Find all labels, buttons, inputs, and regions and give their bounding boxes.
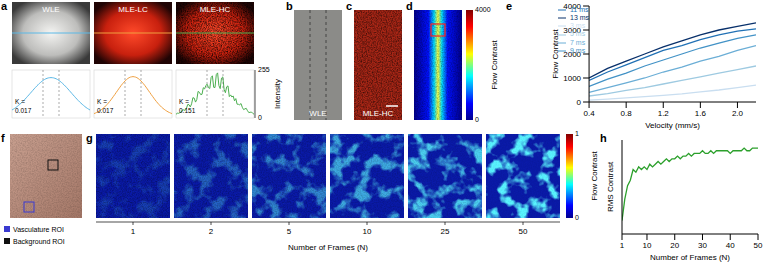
- svg-text:10: 10: [643, 241, 652, 250]
- svg-text:e: e: [506, 0, 512, 12]
- svg-text:1: 1: [620, 241, 625, 250]
- svg-text:3000: 3000: [563, 26, 581, 35]
- svg-text:Number of Frames (N): Number of Frames (N): [288, 243, 368, 252]
- svg-text:2000: 2000: [563, 50, 581, 59]
- svg-text:50: 50: [754, 241, 763, 250]
- svg-text:h: h: [600, 132, 607, 144]
- svg-text:Flow Contrast: Flow Contrast: [590, 151, 599, 201]
- svg-text:25: 25: [441, 227, 450, 236]
- svg-text:b: b: [286, 0, 293, 12]
- svg-text:d: d: [406, 0, 413, 12]
- svg-text:MLE-LC: MLE-LC: [118, 5, 148, 14]
- svg-text:1.2: 1.2: [658, 109, 670, 118]
- svg-text:K =: K =: [15, 98, 25, 105]
- svg-text:255: 255: [258, 66, 270, 73]
- svg-text:0.017: 0.017: [97, 107, 114, 114]
- svg-text:1000: 1000: [563, 74, 581, 83]
- svg-text:g: g: [86, 132, 93, 144]
- svg-text:30: 30: [698, 241, 707, 250]
- svg-text:10: 10: [363, 227, 372, 236]
- svg-text:RMS Contrast: RMS Contrast: [606, 161, 615, 212]
- svg-text:1: 1: [131, 227, 136, 236]
- svg-text:Number of Frames (N): Number of Frames (N): [650, 253, 730, 262]
- svg-text:c: c: [346, 0, 352, 12]
- svg-text:2.0: 2.0: [732, 109, 744, 118]
- svg-text:Vasculature ROI: Vasculature ROI: [13, 226, 64, 233]
- svg-text:K =: K =: [179, 98, 189, 105]
- svg-text:4000: 4000: [563, 2, 581, 11]
- svg-text:5: 5: [287, 227, 292, 236]
- svg-text:0.4: 0.4: [584, 109, 596, 118]
- svg-text:Intensity: Intensity: [273, 79, 282, 109]
- svg-text:20: 20: [670, 241, 679, 250]
- svg-text:Velocity (mm/s): Velocity (mm/s): [645, 121, 700, 130]
- svg-text:f: f: [1, 132, 5, 144]
- svg-text:Flow Contrast: Flow Contrast: [490, 40, 499, 90]
- svg-text:40: 40: [726, 241, 735, 250]
- svg-text:0: 0: [577, 98, 582, 107]
- svg-text:0: 0: [575, 214, 579, 221]
- svg-text:a: a: [1, 0, 8, 12]
- svg-text:0: 0: [475, 116, 479, 123]
- svg-text:0.017: 0.017: [15, 107, 32, 114]
- svg-text:WLE: WLE: [42, 5, 59, 14]
- svg-text:MLE-HC: MLE-HC: [200, 5, 231, 14]
- svg-text:Background ROI: Background ROI: [13, 238, 65, 246]
- svg-text:4000: 4000: [475, 6, 491, 13]
- svg-text:MLE-HC: MLE-HC: [363, 109, 394, 118]
- svg-text:50: 50: [519, 227, 528, 236]
- svg-text:2: 2: [209, 227, 214, 236]
- svg-text:1: 1: [575, 130, 579, 137]
- svg-text:K =: K =: [97, 98, 107, 105]
- svg-text:0: 0: [258, 114, 262, 121]
- svg-text:0.8: 0.8: [621, 109, 633, 118]
- svg-text:Flow Contrast: Flow Contrast: [551, 29, 560, 79]
- svg-text:WLE: WLE: [309, 109, 326, 118]
- svg-text:1.6: 1.6: [695, 109, 707, 118]
- svg-text:0.151: 0.151: [179, 107, 196, 114]
